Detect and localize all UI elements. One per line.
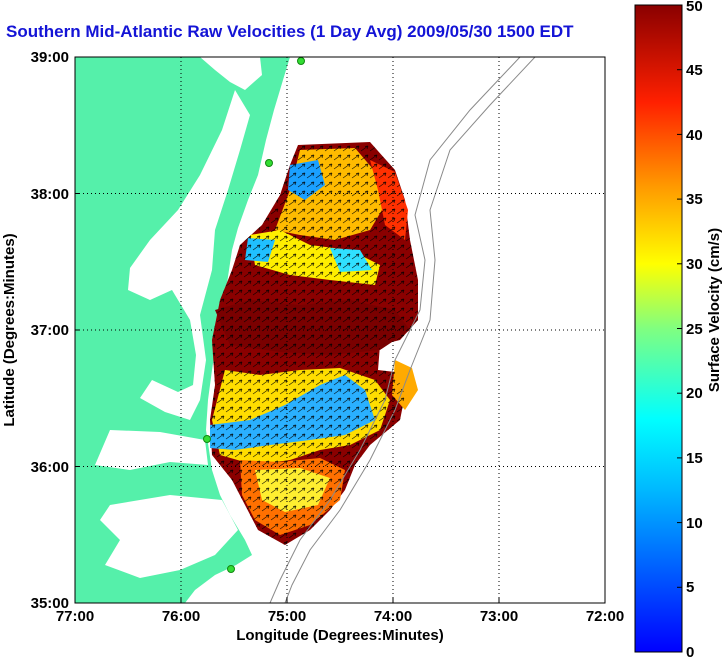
x-tick: 72:00 xyxy=(586,608,624,625)
x-tick-labels: 77:00 76:00 75:00 74:00 73:00 72:00 xyxy=(56,608,624,625)
colorbar-tick: 40 xyxy=(686,127,703,144)
y-tick-labels: 39:00 38:00 37:00 36:00 35:00 xyxy=(31,49,69,612)
colorbar-tick-labels: 0 5 10 15 20 25 30 35 40 45 50 xyxy=(686,0,703,659)
pamlico-sound xyxy=(100,495,238,578)
tick-marks xyxy=(75,193,500,603)
colorbar-tick: 25 xyxy=(686,321,703,338)
velocity-arrows xyxy=(210,142,418,545)
x-tick: 77:00 xyxy=(56,608,94,625)
y-tick: 35:00 xyxy=(31,595,69,612)
x-tick: 75:00 xyxy=(268,608,306,625)
bathymetry-contours xyxy=(269,57,536,603)
colorbar-tick: 50 xyxy=(686,0,703,15)
delaware-bay xyxy=(200,57,262,90)
y-tick: 37:00 xyxy=(31,322,69,339)
y-tick: 38:00 xyxy=(31,186,69,203)
colorbar-tick: 15 xyxy=(686,450,703,467)
colorbar-label: Surface Velocity (cm/s) xyxy=(706,228,723,392)
radar-stations xyxy=(203,57,305,573)
x-tick: 76:00 xyxy=(162,608,200,625)
albemarle-sound xyxy=(95,430,208,470)
colorbar xyxy=(634,4,683,653)
chesapeake-bay xyxy=(128,90,250,420)
y-axis-label: Latitude (Degrees:Minutes) xyxy=(1,233,18,426)
colorbar-tick: 5 xyxy=(686,579,694,596)
map-grid xyxy=(75,57,605,603)
colorbar-ticks xyxy=(677,4,682,653)
colorbar-tick: 10 xyxy=(686,515,703,532)
colorbar-tick: 30 xyxy=(686,256,703,273)
map-title: Southern Mid-Atlantic Raw Velocities (1 … xyxy=(6,22,574,41)
colorbar-tick: 0 xyxy=(686,644,694,659)
colorbar-tick: 35 xyxy=(686,191,703,208)
colorbar-tick: 20 xyxy=(686,385,703,402)
y-tick: 36:00 xyxy=(31,459,69,476)
x-tick: 74:00 xyxy=(374,608,412,625)
y-tick: 39:00 xyxy=(31,49,69,66)
x-tick: 73:00 xyxy=(480,608,518,625)
x-axis-label: Longitude (Degrees:Minutes) xyxy=(236,627,444,644)
colorbar-tick: 45 xyxy=(686,62,703,79)
